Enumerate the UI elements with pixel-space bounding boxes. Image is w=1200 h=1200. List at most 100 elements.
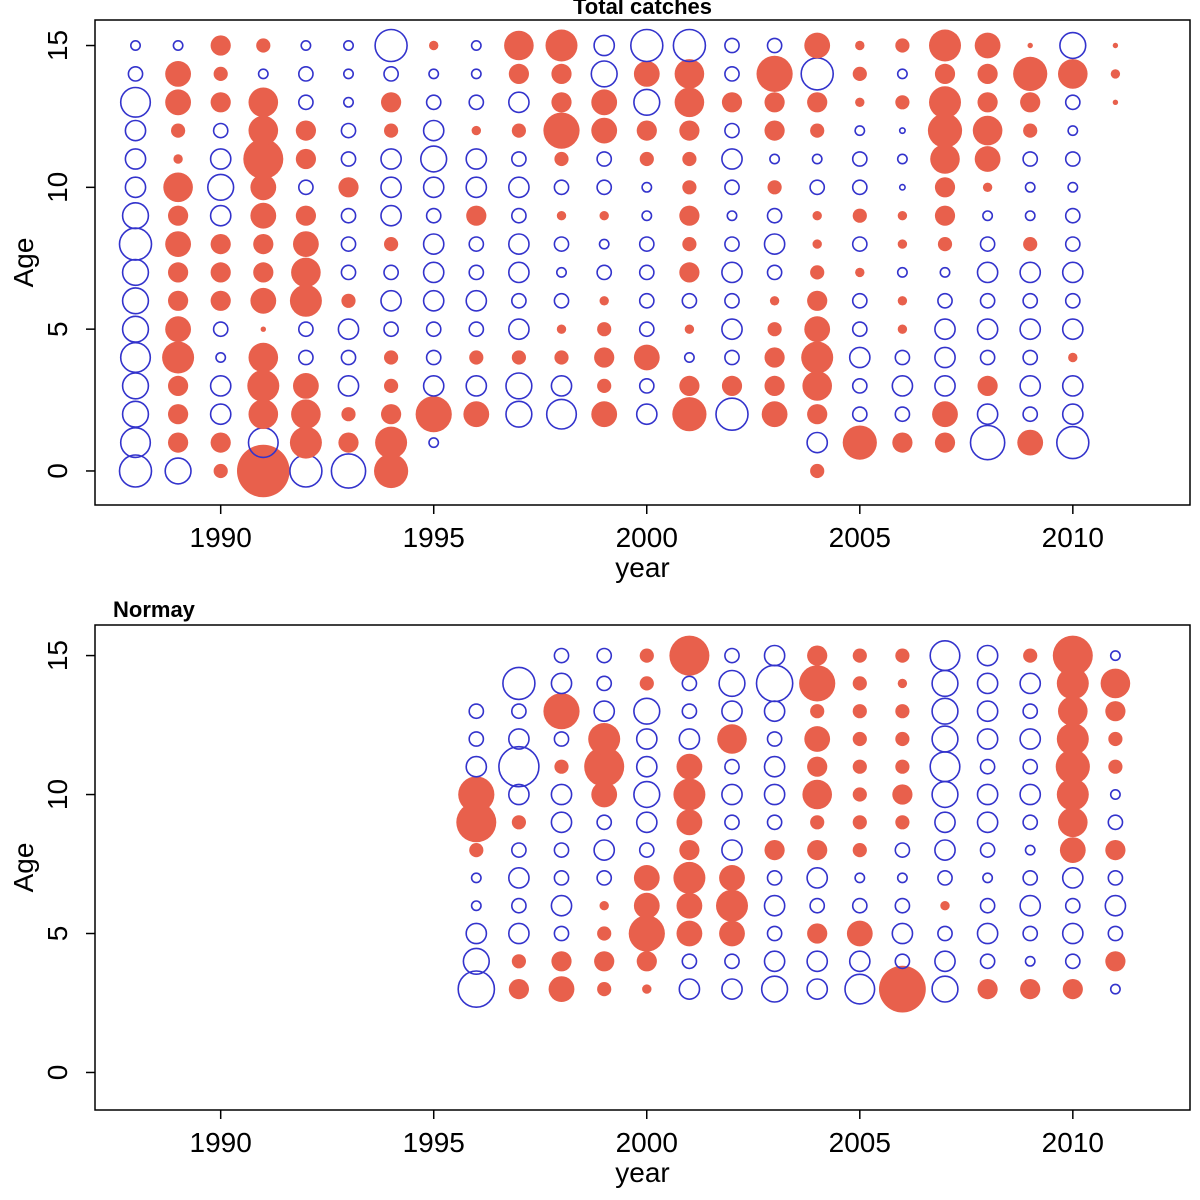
data-point: [766, 925, 783, 942]
normay-chart: 1990 1995 2000 2005 2010 0 5 10 15 year Age Normay: [8, 600, 1191, 1188]
data-point: [508, 233, 530, 256]
data-point: [340, 264, 357, 281]
data-point: [724, 953, 740, 970]
data-point: [724, 236, 740, 252]
x-tick-label: 1990: [190, 522, 252, 553]
data-point: [807, 756, 828, 777]
data-point: [679, 840, 700, 861]
data-point: [337, 374, 360, 397]
data-point: [939, 266, 951, 278]
data-point: [1058, 696, 1088, 726]
y-tick-label: 10: [42, 779, 73, 810]
data-point: [1027, 42, 1033, 49]
data-point: [934, 432, 956, 453]
data-point: [119, 427, 152, 459]
x-axis-label: year: [615, 552, 669, 583]
data-point: [465, 374, 488, 397]
data-point: [380, 176, 403, 199]
data-point: [812, 211, 822, 221]
data-point: [1017, 429, 1044, 456]
data-point: [210, 35, 231, 56]
data-point: [1022, 869, 1039, 886]
data-point: [766, 731, 783, 747]
data-point: [799, 665, 836, 702]
data-point: [1023, 237, 1038, 252]
y-tick-label: 15: [42, 640, 73, 671]
data-point: [1024, 210, 1036, 222]
data-point: [934, 374, 956, 397]
data-point: [934, 811, 956, 834]
data-point: [384, 378, 399, 393]
data-point: [511, 207, 527, 224]
data-point: [763, 644, 786, 667]
data-point: [676, 809, 703, 836]
data-point: [937, 237, 953, 252]
data-point: [633, 780, 661, 809]
data-point: [165, 89, 192, 116]
data-point: [674, 87, 705, 118]
data-point: [940, 901, 950, 911]
total-catches-panel: 1990 1995 2000 2005 2010 0 5 10 15 year Age Total c…: [8, 0, 1191, 583]
data-point: [465, 289, 488, 312]
data-point: [470, 900, 482, 912]
data-point: [556, 211, 567, 221]
data-point: [1061, 922, 1084, 945]
data-point: [425, 207, 442, 224]
data-point: [1019, 374, 1042, 397]
data-point: [681, 675, 698, 692]
data-point: [764, 120, 785, 141]
data-point: [384, 350, 399, 365]
data-point: [896, 872, 908, 884]
data-point: [719, 920, 745, 947]
data-point: [591, 401, 618, 428]
data-point: [341, 293, 356, 308]
data-point: [127, 66, 144, 82]
data-point: [168, 262, 189, 283]
data-point: [927, 113, 963, 148]
data-point: [168, 205, 189, 226]
data-point: [848, 950, 871, 973]
data-point: [165, 231, 192, 257]
data-point: [553, 179, 570, 196]
data-point: [633, 344, 660, 371]
data-point: [769, 296, 780, 306]
data-point: [807, 645, 828, 666]
data-point: [679, 120, 700, 141]
data-point: [976, 700, 999, 723]
data-point: [891, 922, 914, 945]
data-point: [338, 177, 359, 198]
data-point: [1056, 667, 1089, 700]
data-point: [1064, 236, 1081, 252]
data-point: [931, 669, 959, 698]
data-point: [934, 346, 956, 369]
data-point: [1020, 979, 1041, 1000]
data-point: [638, 264, 655, 281]
data-point: [721, 978, 743, 1001]
x-tick-label: 2000: [616, 1127, 678, 1158]
data-point: [892, 784, 913, 805]
data-point: [508, 63, 529, 84]
data-point: [210, 290, 231, 311]
data-point: [807, 290, 828, 311]
data-point: [929, 29, 961, 62]
plot-border: [94, 624, 1191, 1111]
data-point: [633, 61, 660, 87]
data-point: [852, 208, 867, 223]
data-point: [852, 731, 867, 747]
data-point: [639, 151, 654, 167]
data-point: [810, 704, 825, 719]
data-point: [982, 182, 993, 192]
data-point: [505, 372, 533, 400]
data-point: [810, 463, 825, 479]
data-point: [800, 57, 835, 91]
data-point: [1105, 840, 1126, 861]
data-point: [1022, 349, 1039, 366]
data-point: [173, 154, 183, 164]
data-point: [683, 351, 695, 363]
data-point: [896, 68, 908, 80]
data-point: [724, 814, 740, 831]
data-point: [676, 920, 703, 947]
data-point: [556, 324, 567, 334]
data-point: [168, 290, 189, 311]
data-point: [681, 292, 698, 309]
